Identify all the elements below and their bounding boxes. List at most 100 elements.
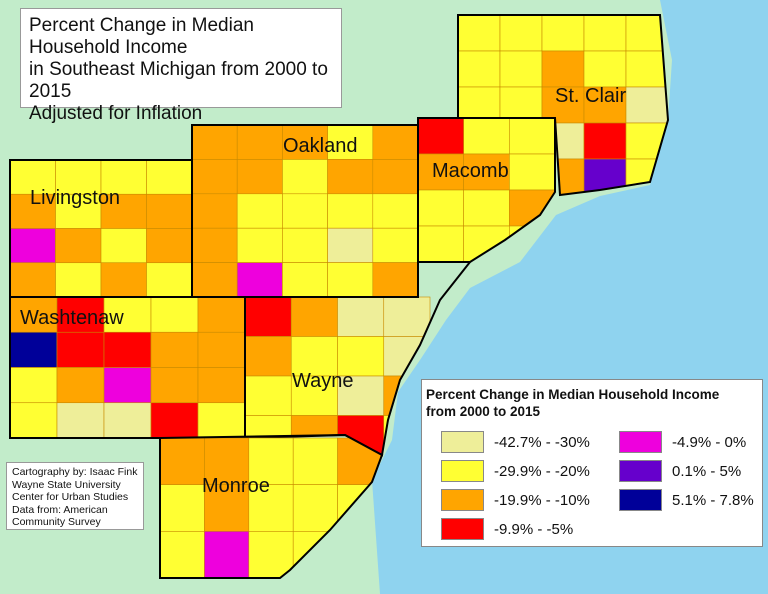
township-cell	[10, 367, 58, 404]
township-cell	[56, 402, 105, 438]
title-line: in Southeast Michigan from 2000 to 2015	[29, 59, 328, 102]
legend-label: -29.9% - -20%	[494, 462, 590, 480]
county-label: Monroe	[202, 475, 270, 497]
township-cell	[372, 193, 418, 229]
township-cell	[100, 193, 147, 229]
township-cell	[10, 402, 58, 438]
township-cell	[100, 262, 147, 297]
township-cell	[103, 367, 152, 404]
township-cell	[204, 531, 250, 578]
township-cell	[55, 193, 102, 229]
credit-line: Wayne State University	[12, 478, 121, 491]
township-cell	[56, 367, 105, 404]
township-cell	[150, 297, 199, 333]
township-cell	[10, 331, 58, 368]
township-cell	[204, 484, 250, 532]
township-cell	[327, 262, 374, 297]
township-cell	[372, 262, 418, 297]
county-label: Washtenaw	[20, 307, 124, 329]
legend-title-line: from 2000 to 2015	[426, 404, 541, 419]
legend-swatch	[441, 431, 484, 453]
county-washtenaw	[10, 297, 245, 438]
township-cell	[103, 331, 152, 368]
township-cell	[56, 297, 105, 333]
township-cell	[160, 531, 205, 578]
township-cell	[150, 367, 199, 404]
township-cell	[583, 15, 627, 52]
legend-swatch	[441, 489, 484, 511]
legend-item: -19.9% - -10%	[426, 489, 604, 511]
township-cell	[292, 437, 338, 485]
title-line: Percent Change in Median Household Incom…	[29, 15, 254, 58]
county-macomb	[418, 118, 555, 263]
county-livingston	[10, 160, 192, 297]
township-cell	[55, 228, 102, 264]
township-cell	[150, 402, 199, 438]
township-cell	[327, 227, 374, 263]
township-cell	[55, 160, 102, 195]
township-cell	[463, 153, 510, 191]
legend-title-line: Percent Change in Median Household Incom…	[426, 387, 720, 402]
legend-title: Percent Change in Median Household Incom…	[426, 386, 758, 420]
county-boundary	[457, 14, 670, 197]
township-cell	[150, 331, 199, 368]
township-cell	[418, 225, 464, 263]
township-cell	[372, 125, 418, 160]
county-label: Wayne	[292, 370, 354, 392]
township-cell	[192, 262, 238, 297]
legend-item: 5.1% - 7.8%	[604, 489, 754, 511]
township-cell	[192, 159, 238, 195]
township-cell	[625, 86, 668, 124]
township-cell	[290, 296, 338, 337]
township-cell	[337, 336, 385, 377]
township-cell	[197, 402, 245, 438]
township-cell	[236, 159, 283, 195]
township-cell	[103, 297, 152, 333]
legend-label: -42.7% - -30%	[494, 433, 590, 451]
township-cell	[282, 159, 328, 195]
township-cell	[290, 336, 338, 377]
township-cell	[197, 297, 245, 333]
township-cell	[292, 531, 338, 578]
township-cell	[458, 15, 501, 52]
township-cell	[236, 125, 283, 160]
township-cell	[248, 484, 294, 532]
legend-item: -29.9% - -20%	[426, 460, 604, 482]
township-cell	[290, 375, 338, 416]
legend-swatch	[619, 489, 662, 511]
township-cell	[282, 227, 328, 263]
township-cell	[204, 437, 250, 485]
township-cell	[103, 402, 152, 438]
township-cell	[541, 50, 585, 88]
legend-swatch	[619, 460, 662, 482]
township-cell	[248, 531, 294, 578]
township-cell	[245, 336, 292, 377]
township-cell	[463, 225, 510, 263]
township-cell	[160, 437, 205, 485]
township-cell	[146, 228, 192, 264]
township-cell	[55, 262, 102, 297]
legend-label: -4.9% - 0%	[672, 433, 747, 451]
township-cell	[583, 122, 627, 160]
township-cell	[292, 484, 338, 532]
township-cell	[337, 296, 385, 337]
legend: Percent Change in Median Household Incom…	[421, 379, 763, 547]
legend-swatch	[619, 431, 662, 453]
map-title: Percent Change in Median Household Incom…	[20, 8, 342, 124]
township-cell	[372, 227, 418, 263]
legend-swatch	[441, 518, 484, 540]
township-cell	[10, 262, 56, 297]
legend-label: -19.9% - -10%	[494, 491, 590, 509]
county-label: St. Clair	[555, 85, 627, 107]
county-label: Macomb	[432, 160, 509, 182]
township-cell	[192, 227, 238, 263]
credits: Cartography by: Isaac Fink Wayne State U…	[6, 462, 144, 530]
township-cell	[327, 193, 374, 229]
township-cell	[418, 189, 464, 227]
township-cell	[625, 50, 668, 88]
township-cell	[10, 193, 56, 229]
title-line: Adjusted for Inflation	[29, 103, 203, 124]
township-cell	[282, 193, 328, 229]
township-cell	[146, 193, 192, 229]
township-cell	[458, 50, 501, 88]
